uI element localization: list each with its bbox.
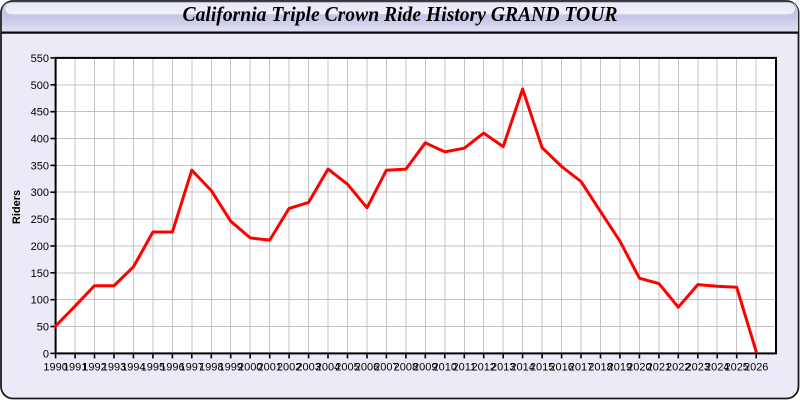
svg-text:1998: 1998 [199, 362, 223, 374]
svg-text:2012: 2012 [471, 362, 495, 374]
svg-text:2023: 2023 [686, 362, 710, 374]
svg-text:500: 500 [31, 80, 49, 92]
svg-text:150: 150 [31, 268, 49, 280]
svg-text:2014: 2014 [510, 362, 534, 374]
svg-text:2021: 2021 [647, 362, 671, 374]
svg-text:2011: 2011 [452, 362, 476, 374]
svg-text:450: 450 [31, 107, 49, 119]
svg-text:100: 100 [31, 295, 49, 307]
svg-text:1991: 1991 [63, 362, 87, 374]
svg-text:1995: 1995 [141, 362, 165, 374]
svg-text:2022: 2022 [666, 362, 690, 374]
svg-text:1990: 1990 [43, 362, 67, 374]
svg-text:2003: 2003 [296, 362, 320, 374]
svg-text:2000: 2000 [238, 362, 262, 374]
svg-text:1992: 1992 [82, 362, 106, 374]
svg-text:550: 550 [31, 53, 49, 65]
svg-text:2009: 2009 [413, 362, 437, 374]
svg-text:2016: 2016 [549, 362, 573, 374]
svg-text:250: 250 [31, 214, 49, 226]
svg-text:300: 300 [31, 187, 49, 199]
svg-text:50: 50 [37, 322, 49, 334]
svg-text:350: 350 [31, 160, 49, 172]
svg-text:California Triple Crown Ride H: California Triple Crown Ride History GRA… [183, 2, 618, 26]
svg-text:2015: 2015 [530, 362, 554, 374]
svg-text:1996: 1996 [160, 362, 184, 374]
svg-text:2001: 2001 [257, 362, 281, 374]
svg-text:2020: 2020 [627, 362, 651, 374]
svg-text:400: 400 [31, 134, 49, 146]
svg-text:2026: 2026 [744, 362, 768, 374]
svg-text:2004: 2004 [316, 362, 340, 374]
svg-text:2013: 2013 [491, 362, 515, 374]
svg-text:2018: 2018 [588, 362, 612, 374]
svg-text:2002: 2002 [277, 362, 301, 374]
svg-text:Riders: Riders [11, 190, 23, 224]
svg-text:1994: 1994 [121, 362, 145, 374]
svg-text:2019: 2019 [608, 362, 632, 374]
svg-text:200: 200 [31, 241, 49, 253]
svg-text:2010: 2010 [433, 362, 457, 374]
svg-text:2006: 2006 [355, 362, 379, 374]
svg-text:2024: 2024 [705, 362, 729, 374]
svg-text:1997: 1997 [180, 362, 204, 374]
svg-text:0: 0 [43, 348, 49, 360]
svg-text:1999: 1999 [218, 362, 242, 374]
svg-text:2007: 2007 [374, 362, 398, 374]
svg-text:2017: 2017 [569, 362, 593, 374]
svg-text:2005: 2005 [335, 362, 359, 374]
svg-text:2025: 2025 [724, 362, 748, 374]
svg-text:2008: 2008 [394, 362, 418, 374]
svg-text:1993: 1993 [102, 362, 126, 374]
